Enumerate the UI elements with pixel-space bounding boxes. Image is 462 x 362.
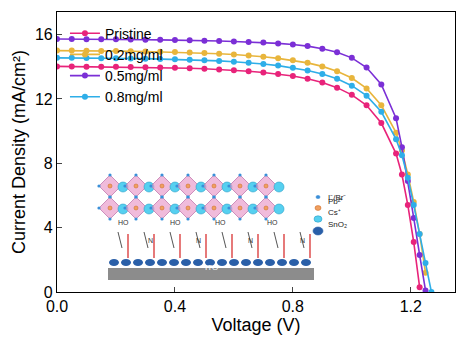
svg-text:HO: HO	[118, 219, 129, 226]
svg-text:HO: HO	[170, 219, 181, 226]
svg-text:0.8: 0.8	[282, 298, 304, 315]
svg-text:N: N	[248, 237, 253, 244]
svg-text:16: 16	[35, 26, 53, 43]
svg-text:12: 12	[35, 91, 53, 108]
svg-text:0: 0	[44, 284, 53, 301]
svg-text:0.8mg/ml: 0.8mg/ml	[105, 89, 163, 105]
svg-text:8: 8	[44, 155, 53, 172]
svg-text:Pristine: Pristine	[105, 26, 152, 42]
svg-text:1.2: 1.2	[400, 298, 422, 315]
svg-text:Current Density (mA/cm²): Current Density (mA/cm²)	[9, 50, 29, 254]
svg-text:Voltage (V): Voltage (V)	[211, 315, 300, 335]
svg-text:ITO: ITO	[205, 263, 218, 272]
svg-text:HO: HO	[215, 219, 226, 226]
svg-text:0.4: 0.4	[164, 298, 186, 315]
svg-text:0.0: 0.0	[46, 298, 68, 315]
svg-text:N: N	[196, 237, 201, 244]
svg-text:4: 4	[44, 219, 53, 236]
svg-text:N: N	[148, 237, 153, 244]
svg-text:HO: HO	[267, 219, 278, 226]
svg-text:Cs⁺: Cs⁺	[328, 208, 341, 217]
svg-text:SnO₂: SnO₂	[328, 220, 347, 229]
svg-text:Pb²⁺: Pb²⁺	[328, 197, 343, 206]
svg-text:0.2mg/ml: 0.2mg/ml	[105, 47, 163, 63]
svg-text:I⁻/Br⁻: I⁻/Br⁻	[328, 193, 346, 202]
svg-text:0.5mg/ml: 0.5mg/ml	[105, 68, 163, 84]
svg-text:N: N	[300, 237, 305, 244]
